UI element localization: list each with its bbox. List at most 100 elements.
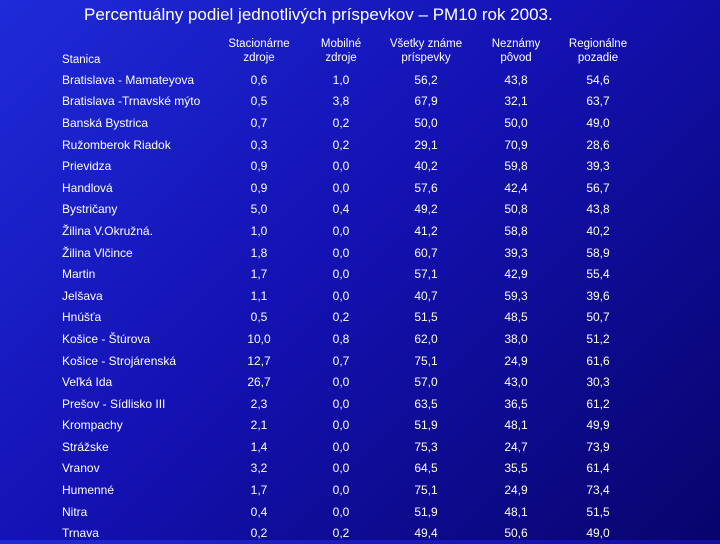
regional-background-value: 49,0	[586, 526, 610, 541]
unknown-origin-value: 59,3	[504, 288, 528, 303]
all-known-value: 49,4	[414, 526, 438, 541]
table-row: Košice - Strojárenská 12,7 0,7 75,1 24,9 61,6	[0, 350, 720, 372]
unknown-origin-value: 35,5	[504, 461, 528, 476]
row-spacer	[640, 458, 720, 480]
row-spacer	[640, 307, 720, 329]
regional-background-value: 61,2	[586, 396, 610, 411]
unknown-origin-value: 42,9	[504, 267, 528, 282]
regional-background-value: 39,3	[586, 159, 610, 174]
all-known-value: 29,1	[414, 137, 438, 152]
header-regional-background: Regionálne pozadie	[568, 38, 628, 64]
stationary-sources-value: 1,7	[250, 267, 268, 282]
table-row: Bratislava -Trnavské mýto 0,5 3,8 67,9 32,1 6…	[0, 91, 720, 113]
station-name: Bratislava -Trnavské mýto	[62, 94, 201, 109]
all-known-value: 64,5	[414, 461, 438, 476]
stationary-sources-value: 1,0	[250, 223, 268, 238]
table-row: Prešov - Sídlisko III 2,3 0,0 63,5 36,5 61,2	[0, 393, 720, 415]
all-known-value: 51,5	[414, 310, 438, 325]
row-spacer	[640, 522, 720, 544]
regional-background-value: 30,3	[586, 375, 610, 390]
stationary-sources-value: 0,6	[250, 72, 268, 87]
unknown-origin-value: 43,8	[504, 72, 528, 87]
header-all-known-contributions: Všetky známe príspevky	[389, 38, 463, 64]
row-spacer	[640, 328, 720, 350]
station-name: Vranov	[62, 461, 100, 476]
regional-background-value: 61,4	[586, 461, 610, 476]
mobile-sources-value: 0,7	[332, 353, 350, 368]
row-spacer	[640, 242, 720, 264]
mobile-sources-value: 0,0	[332, 159, 350, 174]
station-name: Prievidza	[62, 159, 112, 174]
table-row: Krompachy 2,1 0,0 51,9 48,1 49,9	[0, 415, 720, 437]
pm10-contribution-table: Stanica Stacionárne zdroje Mobilné zdroj…	[0, 33, 720, 544]
unknown-origin-value: 70,9	[504, 137, 528, 152]
stationary-sources-value: 0,4	[250, 504, 268, 519]
station-name: Hnúšťa	[62, 310, 102, 325]
all-known-value: 49,2	[414, 202, 438, 217]
station-name: Martin	[62, 267, 96, 282]
table-row: Vranov 3,2 0,0 64,5 35,5 61,4	[0, 458, 720, 480]
mobile-sources-value: 0,0	[332, 504, 350, 519]
row-spacer	[640, 220, 720, 242]
station-name: Trnava	[62, 526, 99, 541]
row-spacer	[640, 371, 720, 393]
all-known-value: 63,5	[414, 396, 438, 411]
regional-background-value: 58,9	[586, 245, 610, 260]
all-known-value: 60,7	[414, 245, 438, 260]
table-row: Handlová 0,9 0,0 57,6 42,4 56,7	[0, 177, 720, 199]
regional-background-value: 39,6	[586, 288, 610, 303]
table-row: Hnúšťa 0,5 0,2 51,5 48,5 50,7	[0, 307, 720, 329]
mobile-sources-value: 0,0	[332, 288, 350, 303]
mobile-sources-value: 0,0	[332, 267, 350, 282]
all-known-value: 57,6	[414, 180, 438, 195]
mobile-sources-value: 0,0	[332, 461, 350, 476]
regional-background-value: 63,7	[586, 94, 610, 109]
mobile-sources-value: 0,2	[332, 526, 350, 541]
mobile-sources-value: 0,0	[332, 483, 350, 498]
station-name: Banská Bystrica	[62, 115, 149, 130]
station-name: Veľká Ida	[62, 375, 113, 390]
all-known-value: 50,0	[414, 115, 438, 130]
regional-background-value: 50,7	[586, 310, 610, 325]
header-station: Stanica	[62, 54, 101, 66]
row-spacer	[640, 155, 720, 177]
row-spacer	[640, 350, 720, 372]
all-known-value: 41,2	[414, 223, 438, 238]
table-row: Košice - Štúrova 10,0 0,8 62,0 38,0 51,2	[0, 328, 720, 350]
all-known-value: 51,9	[414, 418, 438, 433]
stationary-sources-value: 3,2	[250, 461, 268, 476]
unknown-origin-value: 43,0	[504, 375, 528, 390]
row-spacer	[640, 134, 720, 156]
row-spacer	[640, 112, 720, 134]
header-unknown-origin: Neznámy pôvod	[491, 38, 541, 64]
stationary-sources-value: 2,3	[250, 396, 268, 411]
stationary-sources-value: 1,7	[250, 483, 268, 498]
row-spacer	[640, 177, 720, 199]
mobile-sources-value: 0,0	[332, 375, 350, 390]
stationary-sources-value: 1,1	[250, 288, 268, 303]
mobile-sources-value: 3,8	[332, 94, 350, 109]
table-row: Humenné 1,7 0,0 75,1 24,9 73,4	[0, 479, 720, 501]
unknown-origin-value: 24,9	[504, 483, 528, 498]
mobile-sources-value: 0,0	[332, 180, 350, 195]
station-name: Bratislava - Mamateyova	[62, 72, 195, 87]
header-spacer	[640, 33, 720, 69]
table-row: Veľká Ida 26,7 0,0 57,0 43,0 30,3	[0, 371, 720, 393]
regional-background-value: 61,6	[586, 353, 610, 368]
table-row: Bratislava - Mamateyova 0,6 1,0 56,2 43,8 54,…	[0, 69, 720, 91]
unknown-origin-value: 32,1	[504, 94, 528, 109]
unknown-origin-value: 24,7	[504, 439, 528, 454]
unknown-origin-value: 50,0	[504, 115, 528, 130]
regional-background-value: 49,0	[586, 115, 610, 130]
mobile-sources-value: 0,0	[332, 223, 350, 238]
stationary-sources-value: 10,0	[247, 331, 271, 346]
stationary-sources-value: 0,2	[250, 526, 268, 541]
station-name: Žilina Vlčince	[62, 245, 133, 260]
mobile-sources-value: 0,2	[332, 115, 350, 130]
all-known-value: 62,0	[414, 331, 438, 346]
station-name: Krompachy	[62, 418, 123, 433]
station-name: Handlová	[62, 180, 113, 195]
table-row: Nitra 0,4 0,0 51,9 48,1 51,5	[0, 501, 720, 523]
all-known-value: 51,9	[414, 504, 438, 519]
stationary-sources-value: 26,7	[247, 375, 271, 390]
